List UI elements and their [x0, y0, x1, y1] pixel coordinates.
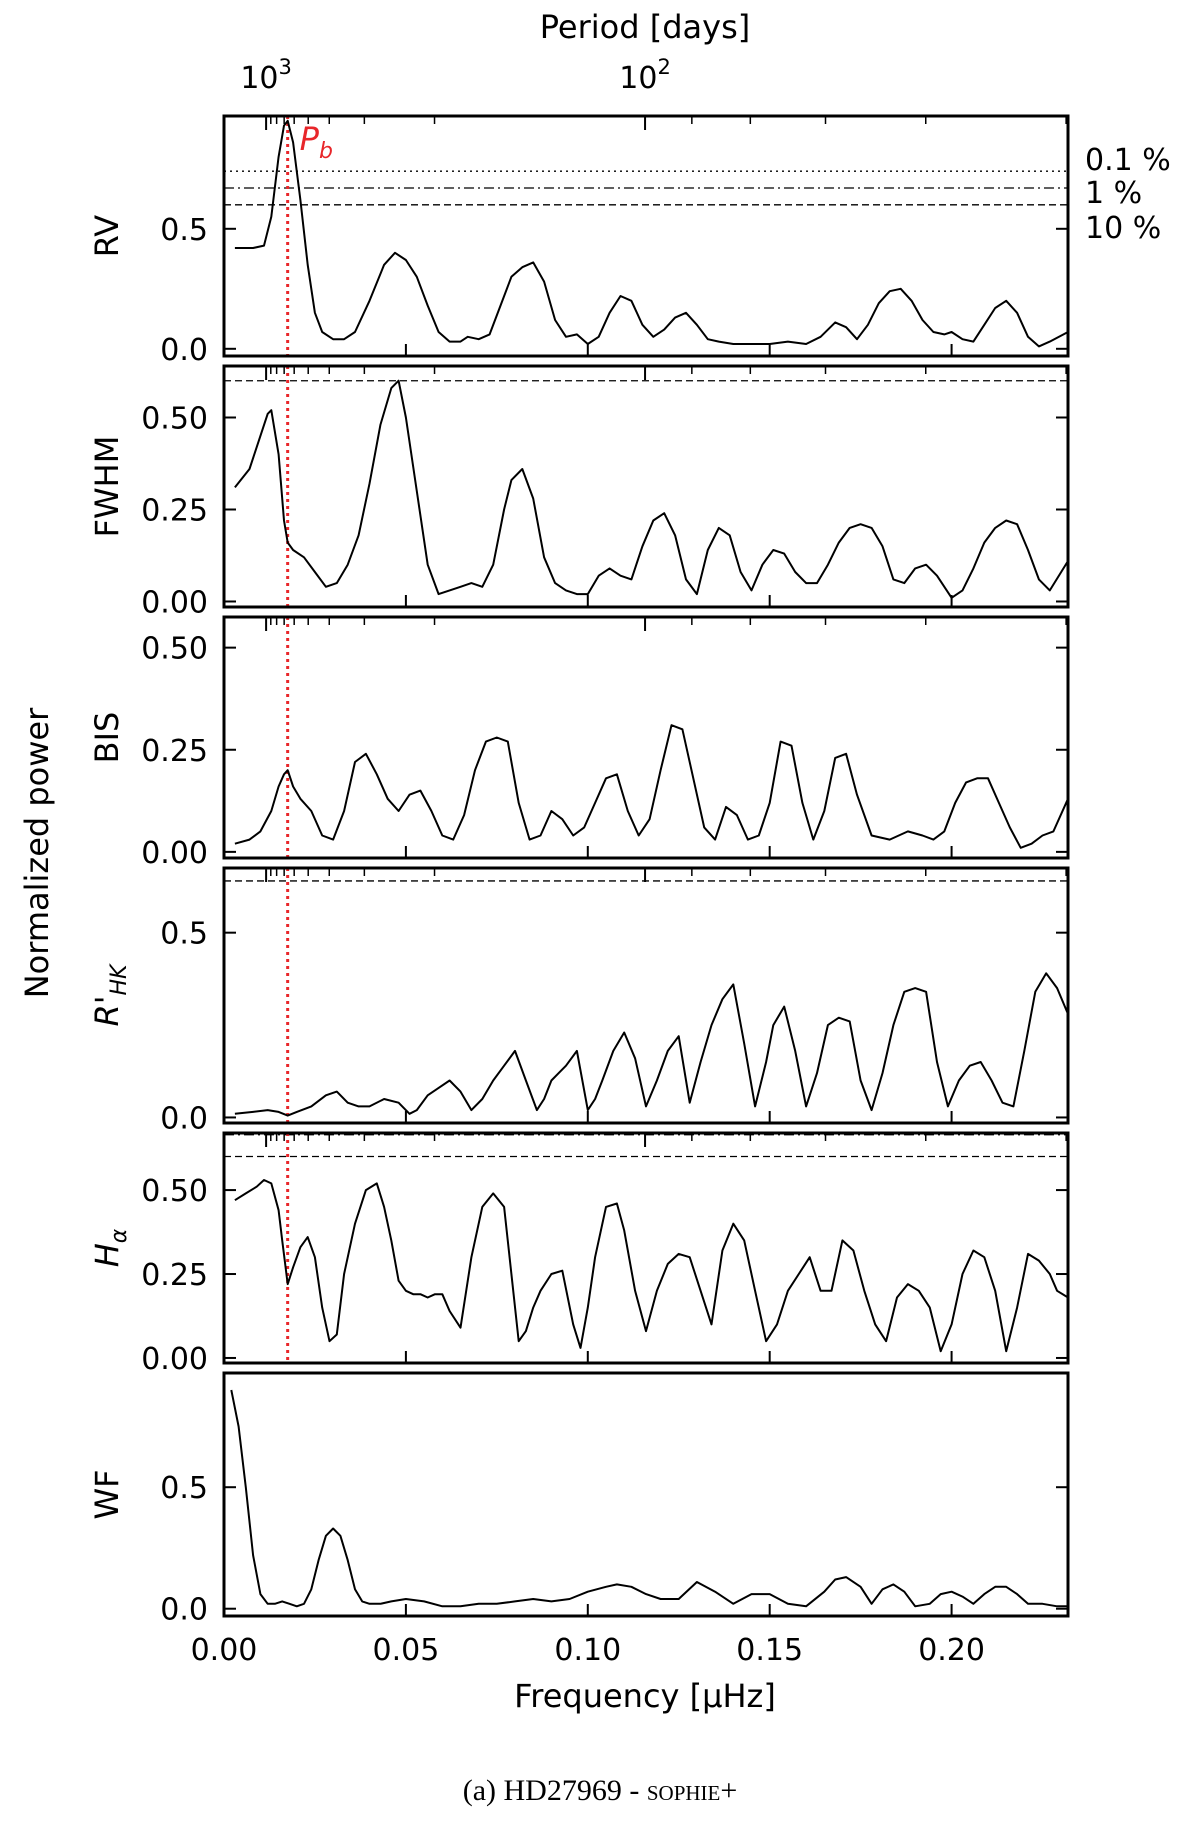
panel-fwhm: 0.00 0.25 0.50 FWHM [88, 364, 1070, 620]
y-tick-label: 0.50 [141, 402, 208, 437]
panel-label: RV [88, 215, 126, 257]
panel-label: WF [88, 1469, 126, 1519]
x-tick-label: 0.20 [918, 1633, 985, 1668]
period-tick-label: 103 [240, 55, 292, 96]
fap-label-dotted: 0.1 % [1085, 143, 1171, 178]
y-tick-label: 0.5 [160, 917, 208, 952]
x-tick-labels: 0.00 0.05 0.10 0.15 0.20 [191, 1633, 985, 1668]
panel-rv: 0.0 0.5 RV [88, 114, 1070, 368]
y-tick-label: 0.50 [141, 632, 208, 667]
panel-bis: 0.00 0.25 0.50 BIS [88, 615, 1070, 871]
series-line [234, 379, 1069, 599]
panel-frame [222, 615, 1070, 860]
y-tick-label: 0.00 [141, 1342, 208, 1377]
panel-label: FWHM [88, 436, 126, 538]
periodogram-figure: 0.00.5RV0.000.250.50FWHM0.000.250.50BIS0… [18, 8, 1171, 1715]
y-tick-label: 0.25 [141, 734, 208, 769]
panel-frame [222, 114, 1070, 358]
panel-label: R'HK [88, 963, 132, 1027]
y-tick-label: 0.0 [160, 1593, 208, 1628]
panel-frame [222, 364, 1070, 609]
y-axis-label: Normalized power [18, 707, 56, 998]
y-tick-label: 0.25 [141, 1258, 208, 1293]
top-tick-labels: 103 102 [240, 55, 671, 96]
x-tick-label: 0.10 [554, 1633, 621, 1668]
x-axis-label: Frequency [μHz] [514, 1677, 776, 1715]
y-tick-label: 0.0 [160, 333, 208, 368]
fap-labels: 0.1 %1 %10 % [1085, 143, 1171, 246]
series-line [234, 972, 1069, 1117]
series-line [230, 1389, 1068, 1608]
panel-label: BIS [88, 712, 126, 764]
figure-caption: (a) HD27969 - sophie+ [0, 1774, 1200, 1808]
panel-frame [222, 866, 1070, 1125]
series-line [234, 1179, 1069, 1353]
caption-prefix: (a) HD27969 - [462, 1774, 647, 1807]
planet-marker-text: Pb [300, 120, 333, 164]
y-tick-label: 0.5 [160, 1471, 208, 1506]
panel-h: 0.00 0.25 0.50 Hα [88, 1131, 1070, 1377]
y-tick-label: 0.50 [141, 1174, 208, 1209]
y-tick-label: 0.00 [141, 836, 208, 871]
x-tick-label: 0.00 [191, 1633, 258, 1668]
y-tick-label: 0.0 [160, 1101, 208, 1136]
fap-label-dashed: 10 % [1085, 211, 1161, 246]
period-tick-label: 102 [619, 55, 671, 96]
caption-instrument: sophie+ [646, 1774, 738, 1807]
panel-wf: 0.0 0.5 WF [88, 1371, 1070, 1628]
panel-label: Hα [88, 1228, 132, 1267]
panels: 0.00.5RV0.000.250.50FWHM0.000.250.50BIS0… [88, 114, 1070, 1628]
y-tick-label: 0.00 [141, 585, 208, 620]
series-line [234, 119, 1069, 348]
series-line [234, 724, 1069, 849]
top-axis-label: Period [days] [540, 8, 750, 46]
planet-marker-label: Pb [300, 120, 333, 164]
y-tick-label: 0.25 [141, 493, 208, 528]
panel-frame [222, 1371, 1070, 1618]
fap-label-dashdot: 1 % [1085, 176, 1142, 211]
x-tick-label: 0.15 [736, 1633, 803, 1668]
y-tick-label: 0.5 [160, 213, 208, 248]
panel-rhk: 0.0 0.5 R'HK [88, 866, 1070, 1136]
x-tick-label: 0.05 [372, 1633, 439, 1668]
